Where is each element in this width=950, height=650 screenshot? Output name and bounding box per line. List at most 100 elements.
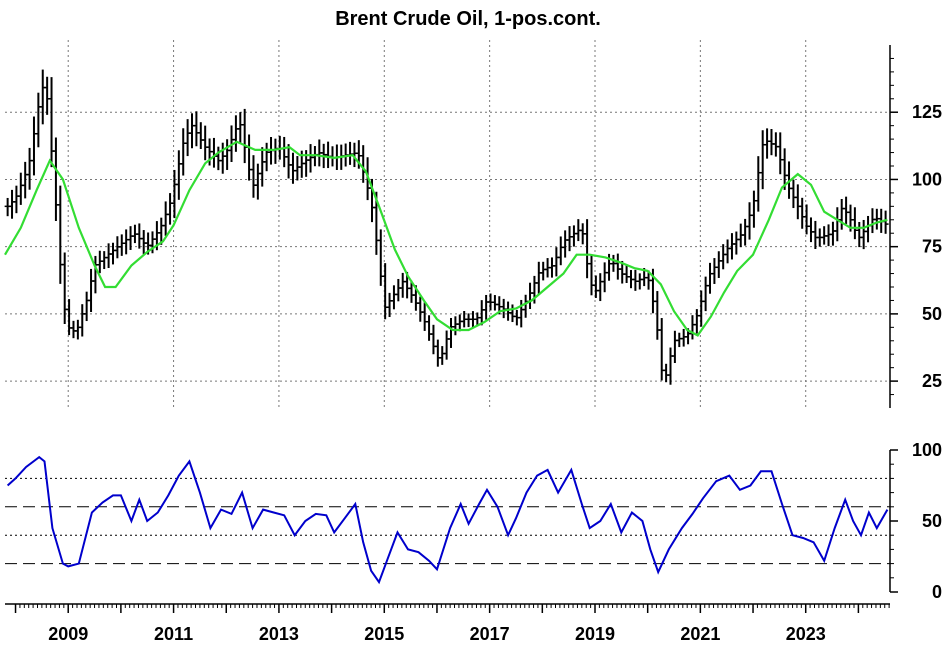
ohlc-bar (417, 296, 424, 322)
ohlc-bar (720, 244, 727, 270)
chart-title: Brent Crude Oil, 1-pos.cont. (335, 8, 601, 30)
ohlc-bar (597, 273, 604, 302)
ohlc-bar (667, 347, 674, 385)
ohlc-bar (759, 130, 766, 190)
ohlc-bar (522, 294, 529, 318)
ohlc-bar (52, 137, 59, 222)
ohlc-bar (74, 319, 81, 340)
ohlc-bar (88, 268, 95, 313)
ohlc-bar (654, 291, 661, 340)
ohlc-bar (807, 217, 814, 243)
ohlc-bar (491, 295, 498, 311)
ohlc-bar (676, 332, 683, 348)
ohlc-bar (803, 204, 810, 235)
ohlc-bar (246, 134, 253, 181)
ohlc-bar (527, 282, 534, 309)
ohlc-bar (35, 92, 42, 148)
ohlc-bar (127, 226, 134, 250)
ohlc-bar (711, 258, 718, 284)
ohlc-bar (232, 115, 239, 152)
ohlc-bar (557, 236, 564, 266)
ohlc-bar (614, 253, 621, 280)
ohlc-bar (399, 272, 406, 298)
ohlc-bar (377, 229, 384, 286)
ohlc-bar (390, 285, 397, 310)
ohlc-bar (259, 147, 266, 187)
ohlc-bar (66, 299, 73, 336)
ohlc-bar (452, 316, 459, 336)
ohlc-bar (123, 229, 130, 255)
ohlc-bar (632, 269, 639, 291)
ohlc-bar (26, 147, 33, 190)
ohlc-bar (860, 219, 867, 250)
ohlc-bar (882, 210, 889, 234)
x-tick-label: 2021 (680, 624, 720, 644)
oscillator-tick-label: 100 (912, 440, 942, 460)
ohlc-bar (772, 132, 779, 157)
ohlc-bar (347, 141, 354, 165)
ohlc-bar (39, 69, 46, 125)
ohlc-bar (180, 128, 187, 176)
ohlc-bar (307, 144, 314, 173)
ohlc-bar (421, 302, 428, 331)
ohlc-bar (588, 254, 595, 296)
ohlc-bar (79, 304, 86, 337)
ohlc-bar (764, 128, 771, 159)
oscillator-tick-label: 0 (932, 582, 942, 602)
ohlc-bar (693, 309, 700, 334)
ohlc-bar (799, 197, 806, 229)
ohlc-bar (636, 273, 643, 290)
ohlc-bar (456, 314, 463, 332)
ohlc-bar (742, 218, 749, 246)
price-tick-label: 25 (922, 371, 942, 391)
ohlc-bar (197, 122, 204, 149)
ohlc-bar (184, 119, 191, 157)
ohlc-bar (13, 185, 20, 214)
ohlc-bar (17, 172, 24, 205)
ohlc-bar (623, 264, 630, 283)
ohlc-bar (193, 111, 200, 147)
ohlc-bar (167, 193, 174, 225)
ohlc-bar (566, 226, 573, 252)
x-tick-label: 2019 (575, 624, 615, 644)
ohlc-bar (671, 330, 678, 364)
price-tick-label: 125 (912, 102, 942, 122)
ohlc-bar (219, 142, 226, 174)
ohlc-bar (553, 247, 560, 277)
ohlc-bar (768, 128, 775, 156)
ohlc-bar (856, 221, 863, 248)
price-tick-label: 50 (922, 304, 942, 324)
ohlc-bar (61, 252, 68, 325)
price-bars (4, 69, 889, 385)
ohlc-bar (483, 294, 490, 320)
ohlc-bar (210, 137, 217, 168)
oscillator-line (6, 455, 889, 585)
x-tick-label: 2017 (470, 624, 510, 644)
ohlc-bar (382, 263, 389, 320)
ohlc-bar (83, 291, 90, 322)
ohlc-bar (465, 313, 472, 328)
ohlc-bar (272, 138, 279, 164)
ohlc-bar (140, 230, 147, 255)
ohlc-bar (812, 220, 819, 250)
ohlc-bar (325, 141, 332, 169)
ohlc-bar (865, 215, 872, 243)
ohlc-bar (689, 315, 696, 340)
ohlc-bar (592, 275, 599, 298)
x-tick-label: 2013 (259, 624, 299, 644)
ohlc-bar (281, 136, 288, 168)
ohlc-bar (702, 276, 709, 312)
ohlc-bar (101, 251, 108, 270)
price-tick-label: 75 (922, 237, 942, 257)
ohlc-bar (790, 179, 797, 209)
ohlc-bar (838, 199, 845, 230)
ohlc-bar (733, 231, 740, 255)
ohlc-bar (294, 156, 301, 181)
ohlc-bar (48, 77, 55, 168)
ohlc-bar (202, 125, 209, 161)
ohlc-bar (237, 112, 244, 144)
ohlc-bar (834, 207, 841, 242)
ohlc-bar (136, 223, 143, 249)
oscillator-grid (5, 477, 890, 565)
ohlc-bar (680, 328, 687, 347)
